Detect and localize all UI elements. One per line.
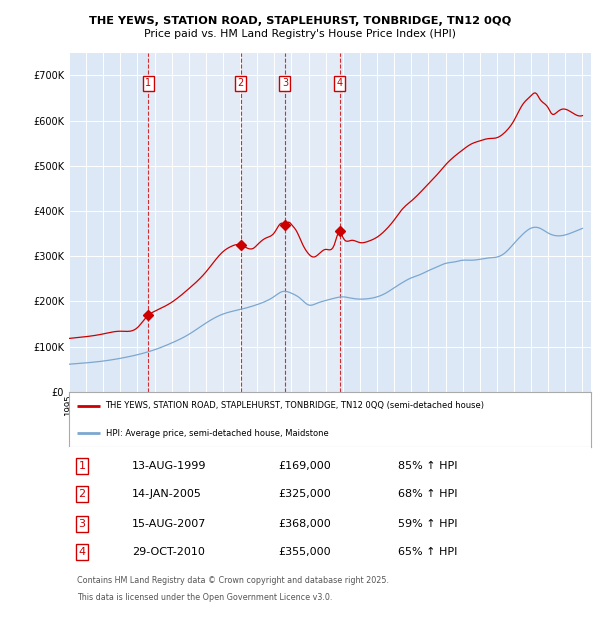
Text: 3: 3 [79, 519, 86, 529]
Text: 59% ↑ HPI: 59% ↑ HPI [398, 519, 457, 529]
Text: THE YEWS, STATION ROAD, STAPLEHURST, TONBRIDGE, TN12 0QQ: THE YEWS, STATION ROAD, STAPLEHURST, TON… [89, 16, 511, 25]
Text: £169,000: £169,000 [278, 461, 331, 471]
Text: 1: 1 [145, 78, 151, 88]
Text: £355,000: £355,000 [278, 547, 331, 557]
Text: 29-OCT-2010: 29-OCT-2010 [131, 547, 205, 557]
Text: £325,000: £325,000 [278, 489, 331, 499]
Text: 68% ↑ HPI: 68% ↑ HPI [398, 489, 457, 499]
Text: 2: 2 [79, 489, 86, 499]
Text: 3: 3 [282, 78, 288, 88]
Text: THE YEWS, STATION ROAD, STAPLEHURST, TONBRIDGE, TN12 0QQ (semi-detached house): THE YEWS, STATION ROAD, STAPLEHURST, TON… [106, 401, 485, 410]
Text: 14-JAN-2005: 14-JAN-2005 [131, 489, 202, 499]
Text: 13-AUG-1999: 13-AUG-1999 [131, 461, 206, 471]
Text: 4: 4 [79, 547, 86, 557]
Text: HPI: Average price, semi-detached house, Maidstone: HPI: Average price, semi-detached house,… [106, 429, 328, 438]
Bar [148, 53, 340, 392]
Text: 4: 4 [337, 78, 343, 88]
Text: Price paid vs. HM Land Registry's House Price Index (HPI): Price paid vs. HM Land Registry's House … [144, 29, 456, 39]
Text: 2: 2 [238, 78, 244, 88]
Text: 15-AUG-2007: 15-AUG-2007 [131, 519, 206, 529]
Text: £368,000: £368,000 [278, 519, 331, 529]
Text: 65% ↑ HPI: 65% ↑ HPI [398, 547, 457, 557]
Text: This data is licensed under the Open Government Licence v3.0.: This data is licensed under the Open Gov… [77, 593, 332, 601]
Text: 85% ↑ HPI: 85% ↑ HPI [398, 461, 457, 471]
Text: 1: 1 [79, 461, 86, 471]
Text: Contains HM Land Registry data © Crown copyright and database right 2025.: Contains HM Land Registry data © Crown c… [77, 576, 389, 585]
